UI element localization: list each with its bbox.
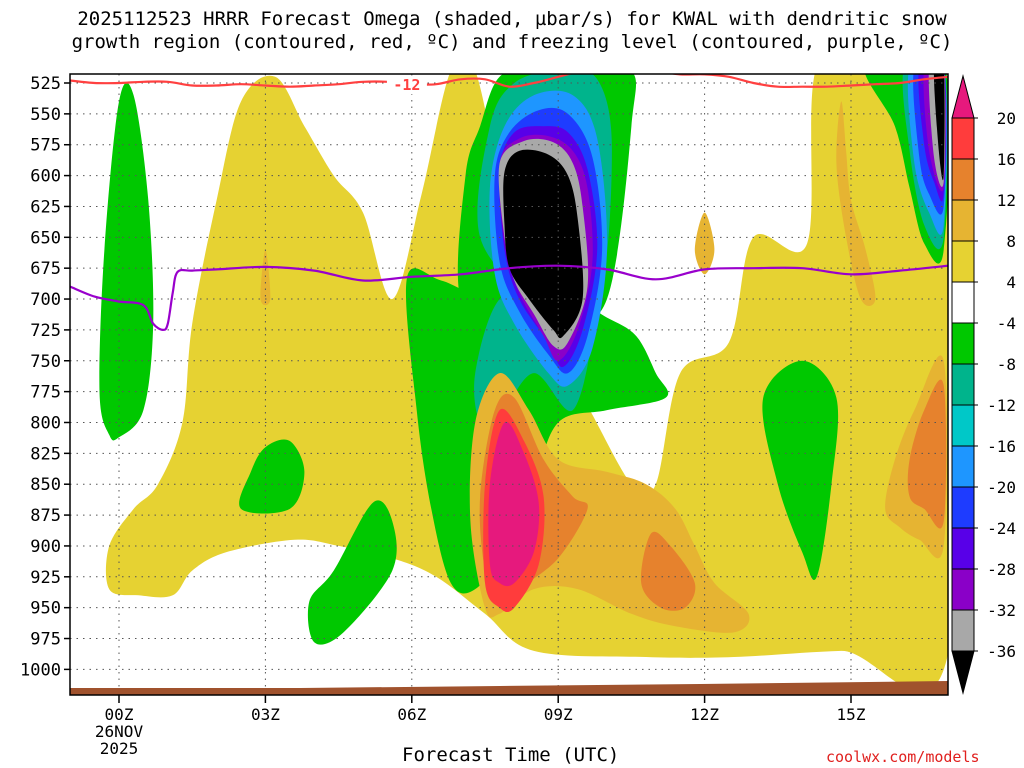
y-tick-label-875: 875 xyxy=(30,506,61,526)
y-tick-label-625: 625 xyxy=(30,197,61,217)
colorbar-bottom-arrow xyxy=(951,650,975,695)
y-tick-label-800: 800 xyxy=(30,413,61,433)
contour-line-1 xyxy=(70,264,948,332)
colorbar-label-5: -4 xyxy=(997,314,1016,333)
colorbar-label-13: -36 xyxy=(987,642,1016,661)
colorbar-label-0: 20 xyxy=(997,109,1016,128)
contour-lines: -12 xyxy=(70,74,948,332)
colorbar: 20 16 12 8 4 -4 -8 -12 -16 -20 -24 -28 -32 -36 xyxy=(951,74,1016,695)
x-tick-label-0: 00Z xyxy=(105,705,134,724)
colorbar-segment-10 xyxy=(951,240,975,283)
omega-region-6 xyxy=(762,360,839,581)
colorbar-label-11: -28 xyxy=(987,560,1016,579)
contour-label: -12 xyxy=(393,76,420,94)
omega-region-23 xyxy=(260,249,271,306)
y-tick-label-700: 700 xyxy=(30,290,61,310)
y-tick-label-725: 725 xyxy=(30,321,61,341)
colorbar-label-4: 4 xyxy=(1006,273,1016,292)
omega-region-30 xyxy=(907,379,947,529)
colorbar-label-1: 16 xyxy=(997,150,1016,169)
y-tick-label-675: 675 xyxy=(30,259,61,279)
y-tick-label-775: 775 xyxy=(30,383,61,403)
colorbar-label-9: -20 xyxy=(987,478,1016,497)
x-tick-year: 2025 xyxy=(100,739,139,758)
colorbar-top-arrow xyxy=(951,74,975,119)
colorbar-segment-7 xyxy=(951,363,975,406)
colorbar-segment-13 xyxy=(951,117,975,160)
contour-line-0 xyxy=(70,74,948,89)
pressure-axis: 525 550 575 600 625 650 675 700 725 750 775 800 825 8… xyxy=(20,74,70,680)
colorbar-segment-5 xyxy=(951,445,975,488)
y-tick-label-900: 900 xyxy=(30,537,61,557)
y-tick-label-650: 650 xyxy=(30,228,61,248)
y-tick-label-1000: 1000 xyxy=(20,660,61,680)
ground-terrain xyxy=(70,681,948,695)
omega-region-25 xyxy=(836,101,876,306)
plot-frame xyxy=(69,73,949,696)
x-tick-date: 26NOV xyxy=(95,722,144,741)
y-tick-label-550: 550 xyxy=(30,105,61,125)
omega-region-29 xyxy=(640,531,696,611)
x-tick-label-15: 15Z xyxy=(837,705,866,724)
y-tick-label-850: 850 xyxy=(30,475,61,495)
x-tick-label-12: 12Z xyxy=(690,705,719,724)
y-tick-label-525: 525 xyxy=(30,74,61,94)
colorbar-segment-8 xyxy=(951,322,975,365)
y-tick-label-925: 925 xyxy=(30,568,61,588)
colorbar-segment-12 xyxy=(951,158,975,201)
colorbar-segment-9 xyxy=(951,281,975,324)
omega-region-2 xyxy=(239,439,305,514)
colorbar-label-10: -24 xyxy=(987,519,1016,538)
colorbar-segment-4 xyxy=(951,486,975,529)
omega-region-21 xyxy=(503,149,584,339)
colorbar-segment-11 xyxy=(951,199,975,242)
y-tick-label-600: 600 xyxy=(30,167,61,187)
y-tick-label-750: 750 xyxy=(30,352,61,372)
x-tick-label-9: 09Z xyxy=(544,705,573,724)
x-tick-label-6: 06Z xyxy=(397,705,426,724)
colorbar-segment-3 xyxy=(951,527,975,570)
chart-title: 2025112523 HRRR Forecast Omega (shaded, … xyxy=(71,8,953,53)
y-tick-label-575: 575 xyxy=(30,136,61,156)
omega-region-22 xyxy=(933,74,945,181)
colorbar-label-12: -32 xyxy=(987,601,1016,620)
contour-label-bg xyxy=(386,76,427,95)
omega-region-1 xyxy=(99,82,154,441)
colorbar-label-7: -12 xyxy=(987,396,1016,415)
colorbar-segment-1 xyxy=(951,609,975,652)
x-tick-label-3: 03Z xyxy=(251,705,280,724)
omega-region-3 xyxy=(307,500,397,645)
y-tick-label-975: 975 xyxy=(30,630,61,650)
colorbar-label-2: 12 xyxy=(997,191,1016,210)
y-tick-label-825: 825 xyxy=(30,444,61,464)
x-axis-label: Forecast Time (UTC) xyxy=(402,744,620,766)
y-tick-label-950: 950 xyxy=(30,599,61,619)
colorbar-label-6: -8 xyxy=(997,355,1016,374)
omega-shading xyxy=(99,74,948,693)
colorbar-label-3: 8 xyxy=(1006,232,1016,251)
omega-region-32 xyxy=(488,421,540,587)
colorbar-segment-6 xyxy=(951,404,975,447)
credit-link[interactable]: coolwx.com/models xyxy=(826,748,980,766)
colorbar-label-8: -16 xyxy=(987,437,1016,456)
colorbar-segment-2 xyxy=(951,568,975,611)
